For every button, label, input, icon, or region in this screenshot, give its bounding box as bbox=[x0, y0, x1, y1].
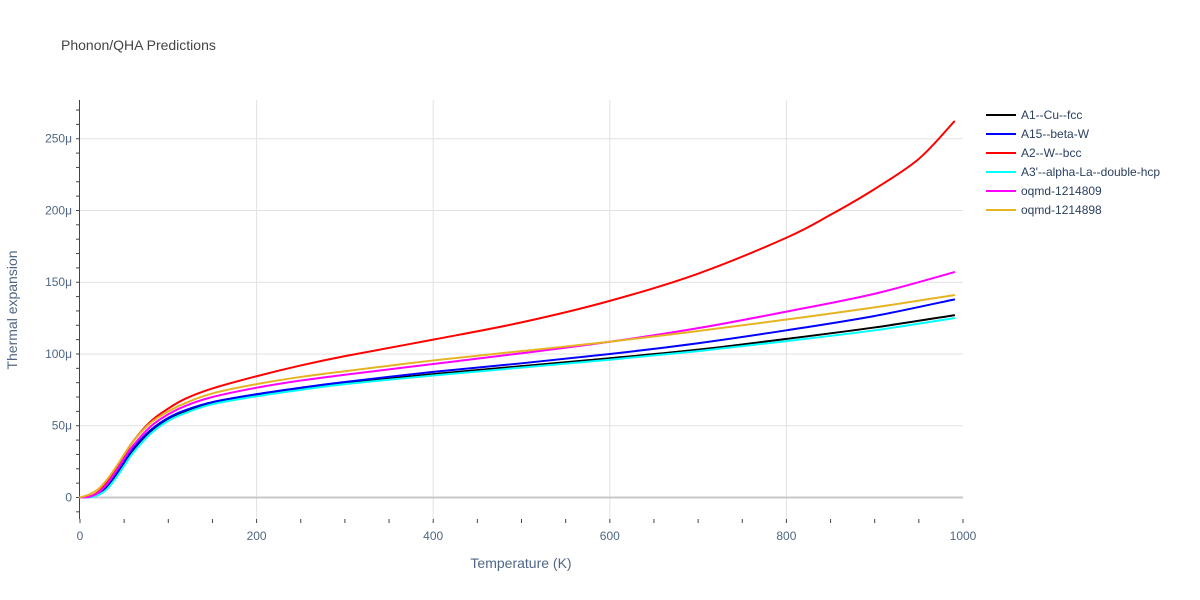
legend-label: A2--W--bcc bbox=[1021, 146, 1081, 160]
series-line-oqmd-1214898[interactable] bbox=[79, 294, 956, 499]
legend-label: oqmd-1214898 bbox=[1021, 203, 1102, 217]
y-tick-label: 0 bbox=[65, 490, 72, 504]
series-line-oqmd-1214809[interactable] bbox=[79, 271, 956, 499]
chart-title: Phonon/QHA Predictions bbox=[61, 37, 216, 53]
legend-label: A3'--alpha-La--double-hcp bbox=[1021, 165, 1160, 179]
axis-layer: 0 50μ 100μ 150μ 200μ 250μ 0 200 400 600 800 1000 bbox=[45, 100, 977, 543]
x-tick-label: 0 bbox=[77, 529, 84, 543]
series-line-a3-alpha-la-double-hcp[interactable] bbox=[79, 317, 956, 499]
x-tick-label: 600 bbox=[600, 529, 620, 543]
y-tick-label: 150μ bbox=[45, 275, 72, 289]
x-tick-label: 400 bbox=[423, 529, 443, 543]
grid-layer bbox=[80, 100, 963, 519]
legend-label: A1--Cu--fcc bbox=[1021, 108, 1082, 122]
y-tick-label: 200μ bbox=[45, 203, 72, 217]
legend-item[interactable]: A3'--alpha-La--double-hcp bbox=[986, 165, 1160, 179]
series-line-a2-w-bcc[interactable] bbox=[79, 120, 956, 499]
series-line-a15-beta-w[interactable] bbox=[79, 298, 956, 499]
legend-item[interactable]: oqmd-1214809 bbox=[986, 184, 1102, 198]
y-tick-label: 100μ bbox=[45, 347, 72, 361]
series-layer bbox=[79, 120, 956, 499]
legend: A1--Cu--fcc A15--beta-W A2--W--bcc A3'--alp… bbox=[986, 108, 1160, 217]
x-tick-label: 1000 bbox=[950, 529, 977, 543]
series-line-a1-cu-fcc[interactable] bbox=[79, 314, 956, 499]
x-axis-title: Temperature (K) bbox=[470, 555, 571, 571]
y-axis-title: Thermal expansion bbox=[4, 250, 20, 369]
legend-item[interactable]: oqmd-1214898 bbox=[986, 203, 1102, 217]
legend-label: oqmd-1214809 bbox=[1021, 184, 1102, 198]
legend-item[interactable]: A15--beta-W bbox=[986, 127, 1090, 141]
legend-item[interactable]: A2--W--bcc bbox=[986, 146, 1081, 160]
x-tick-label: 800 bbox=[776, 529, 796, 543]
y-tick-label: 250μ bbox=[45, 132, 72, 146]
legend-item[interactable]: A1--Cu--fcc bbox=[986, 108, 1082, 122]
legend-label: A15--beta-W bbox=[1021, 127, 1090, 141]
x-tick-label: 200 bbox=[247, 529, 267, 543]
y-tick-label: 50μ bbox=[52, 419, 72, 433]
